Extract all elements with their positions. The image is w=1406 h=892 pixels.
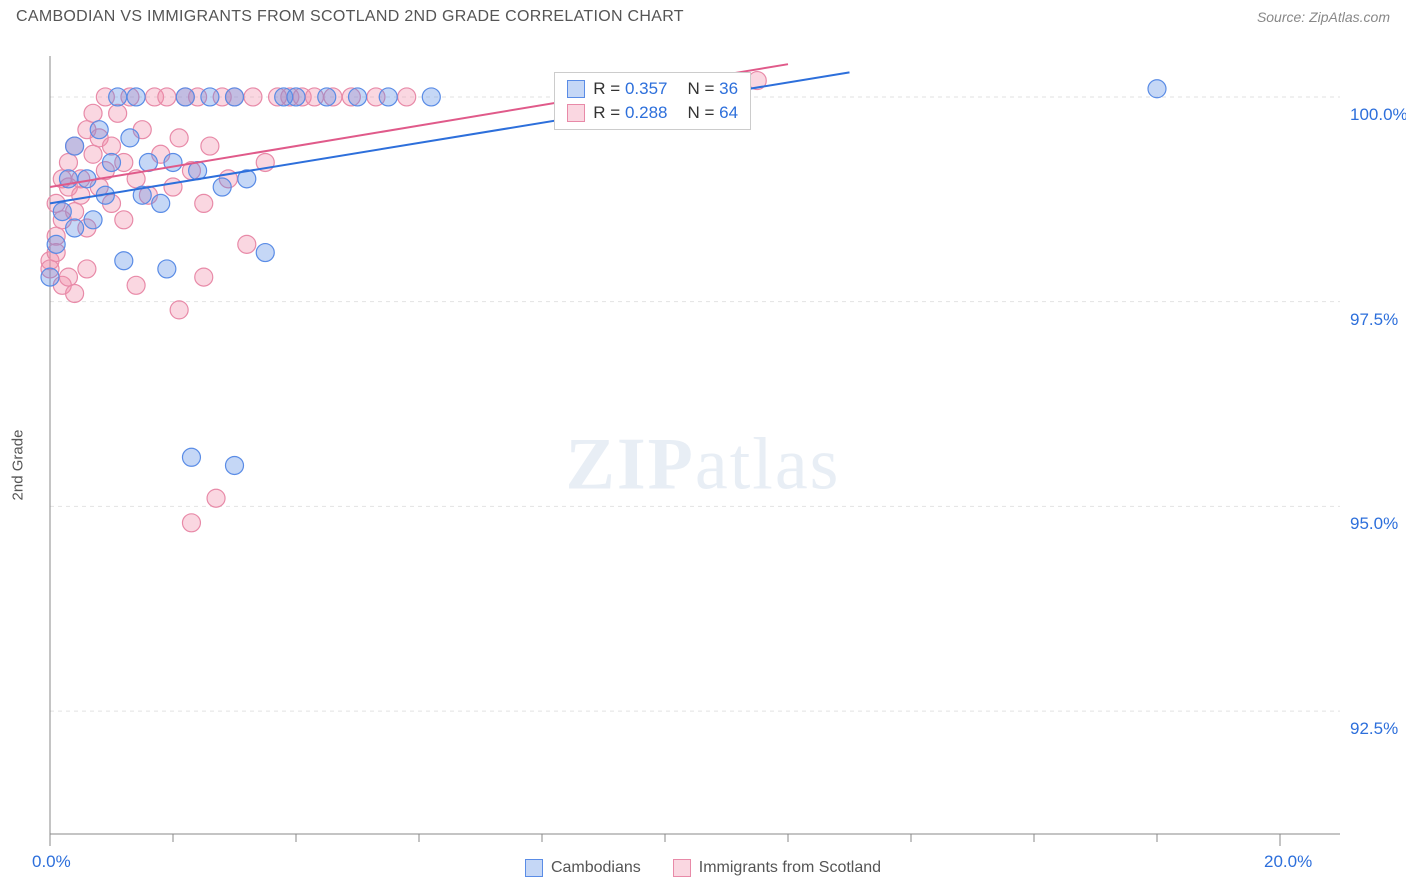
legend-swatch [567, 80, 585, 98]
series-name: Cambodians [551, 859, 641, 877]
scatter-plot-svg [0, 40, 1406, 860]
legend-swatch [525, 859, 543, 877]
y-tick-label: 97.5% [1350, 310, 1398, 330]
n-label: N = 36 [688, 79, 739, 99]
r-label: R = 0.357 [593, 79, 667, 99]
legend-row: R = 0.288 N = 64 [567, 101, 738, 125]
chart-header: CAMBODIAN VS IMMIGRANTS FROM SCOTLAND 2N… [0, 0, 1406, 30]
chart-title: CAMBODIAN VS IMMIGRANTS FROM SCOTLAND 2N… [16, 8, 684, 26]
series-legend: Cambodians Immigrants from Scotland [0, 859, 1406, 882]
y-tick-label: 100.0% [1350, 105, 1406, 125]
legend-swatch [673, 859, 691, 877]
y-tick-label: 95.0% [1350, 514, 1398, 534]
correlation-legend: R = 0.357 N = 36 R = 0.288 N = 64 [554, 72, 751, 130]
r-label: R = 0.288 [593, 103, 667, 123]
source-attribution: Source: ZipAtlas.com [1257, 9, 1390, 25]
series-legend-item: Immigrants from Scotland [673, 859, 881, 877]
y-tick-label: 92.5% [1350, 719, 1398, 739]
legend-swatch [567, 104, 585, 122]
y-axis-label: 2nd Grade [10, 430, 27, 501]
n-label: N = 64 [688, 103, 739, 123]
legend-row: R = 0.357 N = 36 [567, 77, 738, 101]
series-legend-item: Cambodians [525, 859, 641, 877]
chart-area: 2nd Grade ZIPatlas R = 0.357N = 36R = 0.… [0, 40, 1406, 890]
series-name: Immigrants from Scotland [699, 859, 881, 877]
